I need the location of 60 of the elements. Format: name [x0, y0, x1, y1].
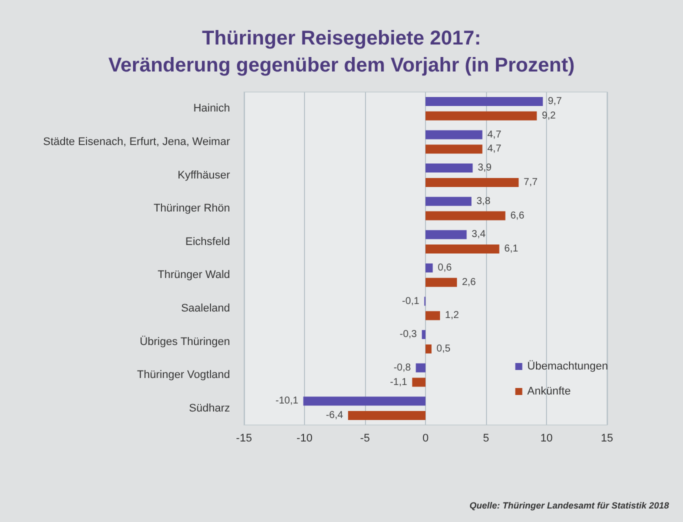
chart-title: Thüringer Reisegebiete 2017: Veränderung gegenüber dem Vorjahr (in Prozent): [108, 28, 575, 76]
data-label: 1,2: [445, 310, 460, 322]
legend-label: Übemachtungen: [527, 360, 608, 372]
bar: [426, 111, 537, 120]
data-label: 0,5: [436, 343, 451, 354]
bar: [416, 363, 426, 372]
y-tick-label: Hainich: [193, 102, 230, 115]
bar: [426, 278, 457, 287]
x-tick-label: -10: [296, 432, 312, 444]
data-label: 9,2: [542, 110, 556, 122]
bar: [426, 196, 472, 206]
y-tick-label: Südharz: [189, 402, 230, 414]
bar: [412, 378, 426, 387]
bar: [422, 330, 426, 340]
bar: [426, 130, 482, 140]
x-tick-label: -15: [236, 432, 252, 444]
data-label: -6,4: [326, 410, 344, 422]
data-label: -0,1: [402, 296, 420, 307]
y-tick-label: Saaleland: [181, 302, 230, 314]
x-tick-label: -5: [360, 432, 370, 444]
x-tick-label: 10: [540, 432, 553, 444]
y-tick-label: Kyffhäuser: [178, 169, 230, 182]
y-tick-label: Thüringer Rhön: [154, 202, 230, 215]
data-label: 4,7: [487, 144, 502, 155]
data-label: 3,8: [476, 196, 491, 207]
data-label: -0,3: [400, 329, 418, 340]
data-label: 3,4: [472, 229, 486, 240]
data-label: 6,6: [510, 210, 525, 222]
y-tick-label: Eichsfeld: [185, 236, 230, 248]
x-tick-label: 15: [600, 432, 614, 444]
y-tick-label: Städte Eisenach, Erfurt, Jena, Weimar: [43, 136, 230, 148]
bar: [426, 178, 519, 187]
bar: [426, 311, 440, 320]
data-label: 2,6: [462, 276, 476, 288]
bar: [426, 344, 432, 354]
data-label: 3,9: [478, 162, 492, 174]
bar: [426, 244, 500, 254]
bar: [426, 230, 467, 240]
bar: [426, 211, 506, 220]
data-label: 0,6: [438, 262, 452, 274]
legend-label: Ankünfte: [527, 386, 571, 398]
data-label: -10,1: [275, 396, 299, 407]
data-label: -1,1: [390, 376, 408, 388]
bar: [348, 411, 426, 420]
data-label: 7,7: [524, 176, 538, 188]
y-tick-label: Thüringer Vogtland: [137, 369, 230, 382]
bar: [426, 164, 473, 173]
y-tick-label: Übriges Thüringen: [140, 334, 230, 348]
y-tick-label: Thrünger Wald: [158, 269, 230, 282]
data-label: 9,7: [548, 96, 562, 107]
bar: [303, 396, 426, 406]
data-label: 4,7: [487, 129, 502, 140]
bar: [426, 263, 433, 272]
data-label: -0,8: [394, 362, 412, 374]
x-tick-label: 0: [422, 432, 429, 444]
x-tick-label: 5: [482, 432, 490, 444]
bar: [426, 96, 543, 106]
data-label: 6,1: [504, 244, 519, 255]
source-note: Quelle: Thüringer Landesamt für Statistik 2018: [469, 500, 670, 510]
bar: [426, 144, 482, 154]
